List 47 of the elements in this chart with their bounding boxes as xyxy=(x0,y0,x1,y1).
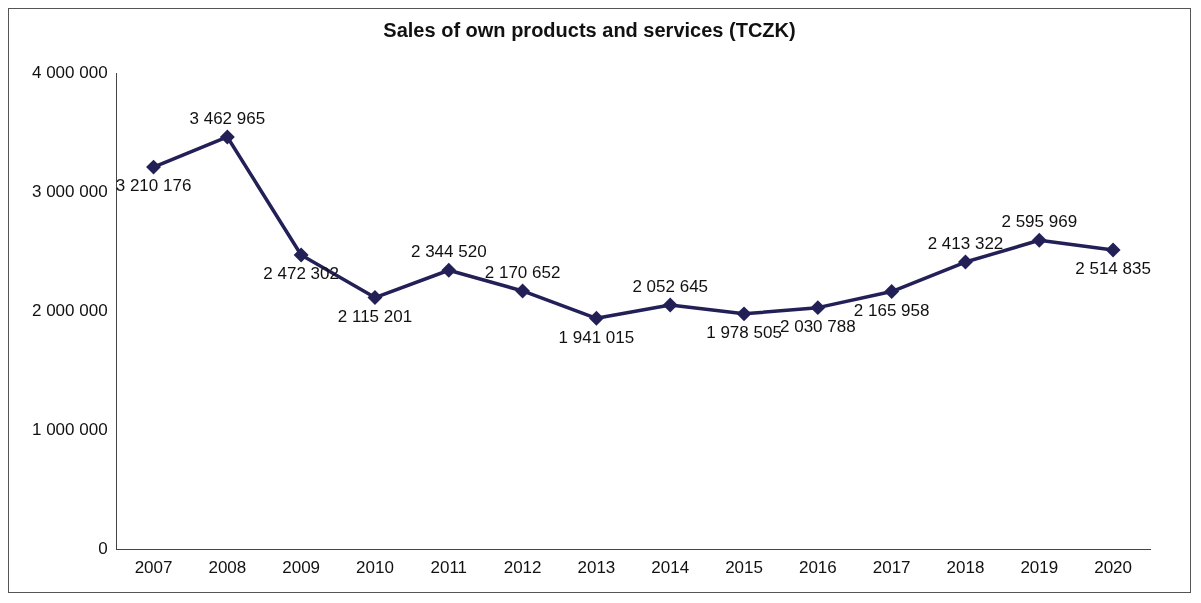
x-tick-label: 2018 xyxy=(946,558,985,578)
point xyxy=(146,160,161,174)
y-tick-label: 3 000 000 xyxy=(31,181,108,201)
data-label: 2 170 652 xyxy=(484,263,561,283)
x-tick-label: 2012 xyxy=(503,558,542,578)
x-tick-label: 2011 xyxy=(430,558,468,578)
point xyxy=(958,255,973,269)
point xyxy=(515,284,530,298)
data-label: 1 978 505 xyxy=(706,323,782,343)
x-tick-label: 2010 xyxy=(356,558,394,578)
point xyxy=(589,311,604,326)
x-tick-label: 2013 xyxy=(577,558,616,578)
data-label: 2 595 969 xyxy=(1001,212,1078,232)
data-label: 2 472 302 xyxy=(263,264,339,284)
x-tick-label: 2007 xyxy=(134,558,173,578)
point xyxy=(368,290,382,305)
point xyxy=(294,248,308,262)
data-label: 2 052 645 xyxy=(632,277,709,297)
point xyxy=(220,130,235,144)
data-label: 2 165 958 xyxy=(853,300,930,320)
point xyxy=(1106,243,1120,257)
x-tick-label: 2008 xyxy=(208,558,247,578)
y-tick-label: 4 000 000 xyxy=(31,62,108,82)
point xyxy=(737,307,751,321)
data-label: 1 941 015 xyxy=(558,327,635,347)
point xyxy=(442,263,456,277)
y-tick-label: 1 000 000 xyxy=(31,420,108,440)
x-tick-label: 2015 xyxy=(725,558,763,578)
x-tick-label: 2019 xyxy=(1020,558,1059,578)
point xyxy=(663,298,677,312)
data-label: 2 030 788 xyxy=(780,316,856,336)
data-label: 2 115 201 xyxy=(337,306,413,326)
x-tick-label: 2014 xyxy=(651,558,690,578)
y-tick-label: 2 000 000 xyxy=(31,300,108,320)
x-tick-label: 2020 xyxy=(1094,558,1133,578)
data-label: 2 344 520 xyxy=(410,242,487,262)
x-tick-label: 2017 xyxy=(872,558,911,578)
data-label: 3 462 965 xyxy=(189,109,266,129)
point xyxy=(811,300,825,315)
point xyxy=(884,284,899,299)
x-tick-label: 2016 xyxy=(798,558,837,578)
data-label: 2 514 835 xyxy=(1075,259,1151,279)
chart-title: Sales of own products and services (TCZK) xyxy=(383,18,796,41)
data-label: 2 413 322 xyxy=(927,234,1004,254)
y-tick-label: 0 xyxy=(98,539,108,559)
point xyxy=(1032,233,1047,248)
x-tick-label: 2009 xyxy=(282,558,321,578)
